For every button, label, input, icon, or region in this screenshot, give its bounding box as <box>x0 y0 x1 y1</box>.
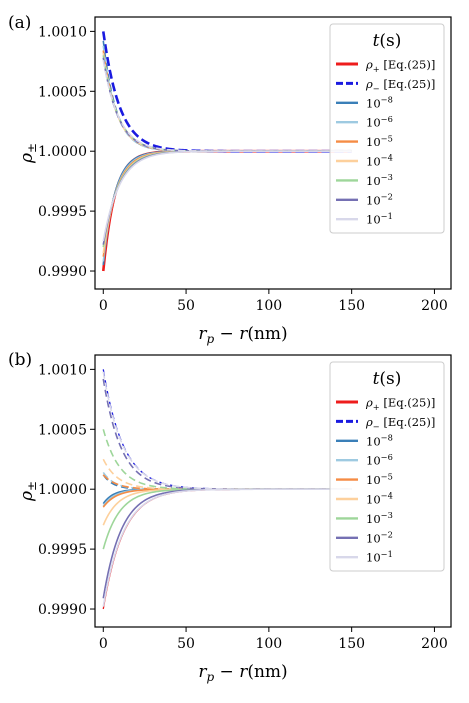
legend: t(s) ρ+ [Eq.(25)] ρ− [Eq.(25)]10−8 10−6 10−5… <box>329 23 445 234</box>
series-line <box>102 59 352 152</box>
plot-frame <box>94 16 452 290</box>
series-line <box>102 378 352 490</box>
legend-label: 10−2 <box>366 529 393 545</box>
x-tick-label: 0 <box>99 636 108 652</box>
y-axis-label: ρ± <box>17 481 39 502</box>
x-tick-label: 200 <box>421 298 448 314</box>
x-axis-label: rp − r(nm) <box>198 324 287 346</box>
series-line <box>102 369 352 490</box>
series-line <box>102 371 352 490</box>
panel-b: (b) 0 50 100 150 200 0.9990 0.9995 1.0000 1.0005 1… <box>8 350 452 684</box>
x-tick-label: 0 <box>99 298 108 314</box>
x-tick-label: 150 <box>338 298 365 314</box>
x-tick-label: 50 <box>177 636 195 652</box>
legend-label: ρ− [Eq.(25)] <box>365 77 435 93</box>
legend-label: ρ+ [Eq.(25)] <box>365 58 435 74</box>
panel-label: (a) <box>8 13 31 33</box>
panel-a: (a) 0 50 100 150 200 0.9990 0.9995 1.0000 1.0005 1… <box>8 13 452 346</box>
series-line <box>102 50 352 152</box>
legend-label: ρ− [Eq.(25)] <box>365 415 435 431</box>
y-tick-label: 1.0005 <box>38 422 87 438</box>
series-line <box>102 57 352 152</box>
series-line <box>102 40 352 152</box>
legend-label: 10−6 <box>366 114 393 130</box>
plot-frame <box>94 354 452 628</box>
y-tick-label: 0.9990 <box>38 602 87 618</box>
x-tick-label: 100 <box>255 636 282 652</box>
legend-label: 10−2 <box>366 191 393 207</box>
legend-label: 10−1 <box>366 549 393 565</box>
series-line <box>102 150 352 245</box>
series-line <box>101 31 352 153</box>
y-axis-label: ρ± <box>17 143 39 164</box>
legend-label: 10−3 <box>366 510 393 526</box>
legend-label: 10−1 <box>366 211 393 227</box>
series-group <box>101 31 352 272</box>
legend-label: 10−5 <box>366 133 393 149</box>
y-tick-label: 1.0010 <box>38 362 87 378</box>
legend-label: 10−8 <box>366 432 393 448</box>
y-tick-label: 1.0010 <box>38 24 87 40</box>
series-line <box>102 150 352 262</box>
series-line <box>102 488 352 599</box>
x-axis-label: rp − r(nm) <box>198 662 287 684</box>
legend-label: 10−3 <box>366 172 393 188</box>
legend-label: 10−4 <box>366 153 393 169</box>
series-line <box>102 52 352 152</box>
series-line <box>102 488 352 607</box>
y-tick-label: 1.0000 <box>38 144 87 160</box>
x-tick-label: 50 <box>177 298 195 314</box>
series-line <box>102 150 352 257</box>
series-line <box>102 150 352 254</box>
series-line <box>102 150 352 248</box>
series-line <box>101 149 352 272</box>
y-tick-label: 1.0005 <box>38 84 87 100</box>
series-line <box>102 488 352 550</box>
legend: t(s) ρ+ [Eq.(25)] ρ− [Eq.(25)]10−8 10−6 10−5… <box>329 361 445 572</box>
series-line <box>102 55 352 152</box>
panel-label: (b) <box>8 350 32 370</box>
series-line <box>102 429 352 490</box>
legend-label: 10−8 <box>366 94 393 110</box>
x-tick-label: 200 <box>421 636 448 652</box>
y-tick-label: 0.9995 <box>38 204 87 220</box>
series-group <box>102 369 352 610</box>
legend-box <box>329 23 445 234</box>
y-tick-label: 1.0000 <box>38 482 87 498</box>
legend-label: 10−5 <box>366 471 393 487</box>
legend-title: t(s) <box>373 31 402 51</box>
series-line <box>102 150 352 266</box>
legend-box <box>329 361 445 572</box>
legend-label: 10−6 <box>366 452 393 468</box>
legend-title: t(s) <box>373 369 402 389</box>
x-tick-label: 100 <box>255 298 282 314</box>
series-line <box>102 45 352 152</box>
series-line <box>102 150 352 242</box>
legend-label: 10−4 <box>366 491 393 507</box>
legend-label: ρ+ [Eq.(25)] <box>365 396 435 412</box>
y-tick-label: 0.9995 <box>38 542 87 558</box>
x-tick-label: 150 <box>338 636 365 652</box>
y-tick-label: 0.9990 <box>38 264 87 280</box>
